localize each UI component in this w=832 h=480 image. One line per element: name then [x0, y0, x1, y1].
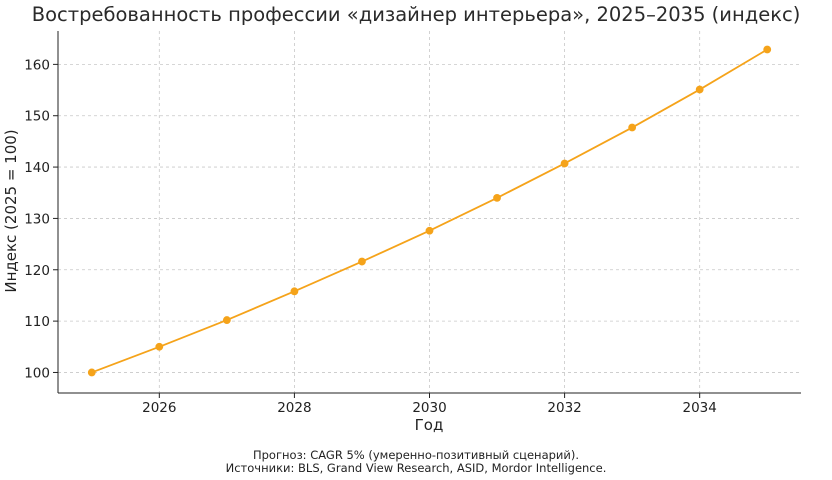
data-point-2035	[763, 45, 772, 54]
y-tick-label-100: 100	[24, 365, 50, 381]
data-point-2026	[155, 342, 164, 351]
data-point-2031	[493, 193, 501, 202]
data-point-2027	[222, 316, 231, 324]
data-point-2030	[425, 226, 434, 235]
y-tick-label-130: 130	[24, 211, 50, 227]
grid	[58, 31, 801, 393]
data-point-2034	[695, 85, 704, 94]
x-tick-label-2034: 2034	[683, 400, 717, 416]
y-tick-label-160: 160	[24, 57, 50, 73]
data-point-2032	[560, 159, 569, 168]
x-tick-label-2026: 2026	[142, 400, 176, 416]
x-axis: 2026 2028 2030 2032 2034	[142, 393, 717, 416]
data-point-2028	[290, 287, 299, 296]
y-tick-label-120: 120	[24, 263, 50, 279]
x-axis-label: Год	[415, 416, 444, 434]
caption-line-1: Прогноз: CAGR 5% (умеренно-позитивный сц…	[253, 448, 579, 462]
data-point-2025	[87, 368, 96, 377]
y-tick-label-110: 110	[24, 314, 50, 330]
data-point-2033	[628, 123, 637, 132]
chart-title: Востребованность профессии «дизайнер инт…	[32, 3, 801, 26]
x-tick-label-2028: 2028	[277, 400, 311, 416]
data-point-2029	[358, 257, 366, 266]
series	[87, 45, 772, 377]
x-tick-label-2032: 2032	[547, 400, 581, 416]
y-tick-label-150: 150	[24, 109, 50, 125]
y-axis: 100 110 120 130 140 150 160	[24, 57, 58, 381]
caption-line-2: Источники: BLS, Grand View Research, ASI…	[226, 461, 607, 475]
y-axis-label: Индекс (2025 = 100)	[2, 129, 20, 292]
y-tick-label-140: 140	[24, 160, 50, 176]
x-tick-label-2030: 2030	[412, 400, 446, 416]
